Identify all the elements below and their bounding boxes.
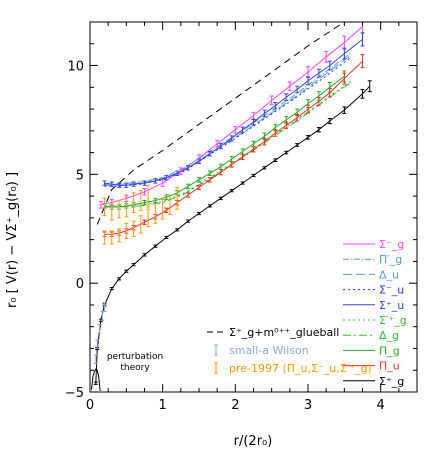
legend-label: Σ⁻_g: [379, 238, 404, 251]
x-tick-label: 2: [231, 398, 239, 413]
data-markers: [93, 22, 372, 385]
legend-label: Δ_u: [379, 268, 399, 281]
legend-upper: Σ⁻_g Π′_g Δ_u Σ⁻_u Σ⁺_u Σ′⁺_g Δ_g Π_g Π_u Σ⁺_g: [343, 238, 407, 388]
series-line-8: [104, 76, 345, 208]
series-line-1: [100, 26, 363, 206]
legend-label: Π_u: [379, 360, 400, 373]
legend-label: Σ⁺_u: [379, 299, 404, 312]
legend-label: Σ⁻_u: [379, 284, 404, 297]
series-line-7: [104, 81, 352, 208]
x-axis-title: r/(2r₀): [234, 434, 273, 449]
legend-label: Π_g: [379, 344, 400, 357]
annotation-line-2: theory: [120, 363, 150, 373]
legend-lower: Σ⁺_g+m⁰⁺⁺_glueball small-a Wilson pre-1997…: [207, 326, 372, 375]
legend-label: Σ⁺_g+m⁰⁺⁺_glueball: [229, 326, 339, 339]
series-line-2: [104, 52, 352, 185]
perturbation-theory-curve: [91, 368, 101, 391]
legend-label: pre-1997 (Π_u,Σ⁻_u,Σ′⁺_g): [229, 362, 372, 375]
legend-label: Δ_g: [379, 329, 399, 342]
legend-label: Σ⁺_g: [379, 375, 404, 388]
series-line-9: [104, 60, 363, 235]
x-tick-label: 1: [159, 398, 167, 413]
y-tick-label: 0: [76, 277, 84, 292]
annotation-line-1: perturbation: [107, 352, 163, 362]
x-tick-label: 4: [377, 398, 385, 413]
y-tick-label: 10: [67, 60, 84, 75]
y-axis-title: r₀ [ V(r) − VΣ⁺_g(r₀) ]: [5, 172, 20, 308]
y-tick-label: 5: [76, 168, 84, 183]
legend-label: Π′_g: [379, 253, 402, 266]
legend-label: small-a Wilson: [229, 344, 309, 357]
x-tick-label: 0: [86, 398, 94, 413]
legend-label: Σ′⁺_g: [379, 314, 407, 327]
series-line-0: [96, 22, 346, 225]
series-line-3: [104, 54, 352, 186]
x-tick-label: 3: [304, 398, 312, 413]
y-tick-label: −5: [65, 386, 84, 401]
